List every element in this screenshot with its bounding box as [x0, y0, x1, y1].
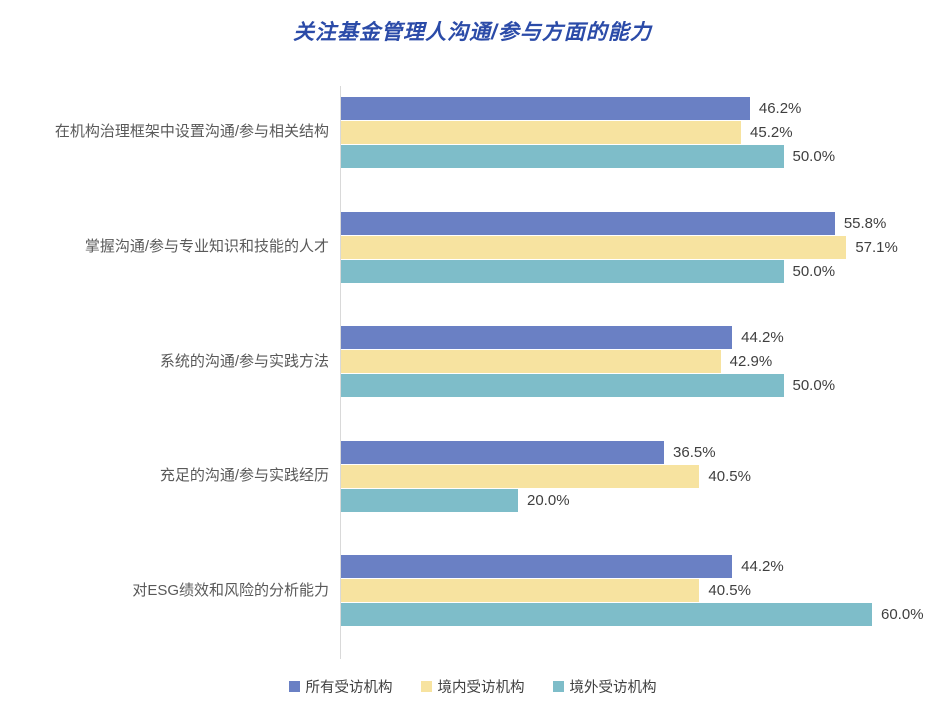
legend-item: 境内受访机构 — [420, 676, 525, 697]
category-group: 掌握沟通/参与专业知识和技能的人才 55.8% 57.1% 50.0% — [0, 201, 945, 316]
category-group: 对ESG绩效和风险的分析能力 44.2% 40.5% 60.0% — [0, 544, 945, 659]
bar-row: 60.0% — [341, 603, 945, 627]
bar-row: 46.2% — [341, 97, 945, 120]
legend-label: 所有受访机构 — [305, 680, 393, 696]
category-label: 充足的沟通/参与实践经历 — [159, 467, 329, 485]
bar-value-label: 42.9% — [729, 353, 773, 371]
bar-series-0 — [341, 440, 665, 464]
bar-series-0 — [341, 326, 733, 350]
category-group: 充足的沟通/参与实践经历 36.5% 40.5% 20.0% — [0, 430, 945, 545]
bar-row: 42.9% — [341, 350, 945, 374]
bar-row: 50.0% — [341, 145, 945, 168]
bar-row: 20.0% — [341, 488, 945, 512]
bar-row: 57.1% — [341, 235, 945, 259]
bar-row: 40.5% — [341, 579, 945, 603]
bar-row: 45.2% — [341, 121, 945, 144]
bar-value-label: 46.2% — [758, 100, 802, 117]
category-bars: 46.2% 45.2% 50.0% — [341, 97, 945, 201]
bar-series-2 — [341, 603, 872, 627]
plot-area: 在机构治理框架中设置沟通/参与相关结构 46.2% 45.2% 50.0% 掌握沟通/参… — [0, 86, 945, 659]
bar-row: 55.8% — [341, 211, 945, 235]
bar-value-label: 20.0% — [527, 491, 570, 509]
legend-label: 境外受访机构 — [569, 680, 657, 696]
category-label: 在机构治理框架中设置沟通/参与相关结构 — [54, 123, 329, 141]
legend-swatch-icon — [552, 681, 564, 692]
bar-row: 50.0% — [341, 259, 945, 283]
category-label: 掌握沟通/参与专业知识和技能的人才 — [84, 237, 329, 255]
category-label: 对ESG绩效和风险的分析能力 — [132, 581, 329, 599]
bar-series-1 — [341, 579, 700, 603]
bar-series-0 — [341, 211, 835, 235]
category-label: 系统的沟通/参与实践方法 — [159, 352, 329, 370]
bar-value-label: 50.0% — [792, 148, 836, 165]
legend-label: 境内受访机构 — [437, 680, 525, 696]
bar-series-2 — [341, 488, 518, 512]
legend: 所有受访机构 境内受访机构 境外受访机构 — [0, 676, 945, 697]
bar-row: 50.0% — [341, 374, 945, 398]
category-group: 在机构治理框架中设置沟通/参与相关结构 46.2% 45.2% 50.0% — [0, 86, 945, 201]
bar-series-1 — [341, 121, 742, 144]
bar-value-label: 57.1% — [855, 238, 898, 256]
bar-series-1 — [341, 350, 721, 374]
bar-series-0 — [341, 555, 733, 579]
category-bars: 44.2% 42.9% 50.0% — [341, 326, 945, 430]
category-bars: 36.5% 40.5% 20.0% — [341, 440, 945, 545]
category-group: 系统的沟通/参与实践方法 44.2% 42.9% 50.0% — [0, 315, 945, 430]
bar-value-label: 40.5% — [708, 582, 751, 600]
bar-row: 40.5% — [341, 464, 945, 488]
bar-row: 36.5% — [341, 440, 945, 464]
bar-value-label: 36.5% — [673, 443, 716, 461]
legend-swatch-icon — [288, 681, 300, 692]
bar-value-label: 44.2% — [741, 558, 784, 576]
legend-swatch-icon — [420, 681, 432, 692]
bar-row: 44.2% — [341, 555, 945, 579]
bar-series-1 — [341, 235, 847, 259]
bar-series-2 — [341, 259, 784, 283]
legend-item: 境外受访机构 — [552, 676, 657, 697]
bar-value-label: 55.8% — [843, 214, 887, 232]
bar-value-label: 50.0% — [792, 262, 836, 280]
legend-item: 所有受访机构 — [288, 676, 393, 697]
category-bars: 55.8% 57.1% 50.0% — [341, 211, 945, 316]
bar-series-2 — [341, 145, 784, 168]
bar-series-0 — [341, 97, 750, 120]
bar-series-1 — [341, 464, 700, 488]
bar-value-label: 40.5% — [708, 467, 751, 485]
bar-value-label: 44.2% — [741, 329, 784, 347]
bar-value-label: 45.2% — [750, 124, 793, 141]
bar-series-2 — [341, 374, 784, 398]
bar-row: 44.2% — [341, 326, 945, 350]
category-bars: 44.2% 40.5% 60.0% — [341, 555, 945, 659]
chart-title: 关注基金管理人沟通/参与方面的能力 — [293, 21, 652, 44]
bar-value-label: 50.0% — [792, 377, 836, 395]
bar-value-label: 60.0% — [881, 606, 924, 624]
